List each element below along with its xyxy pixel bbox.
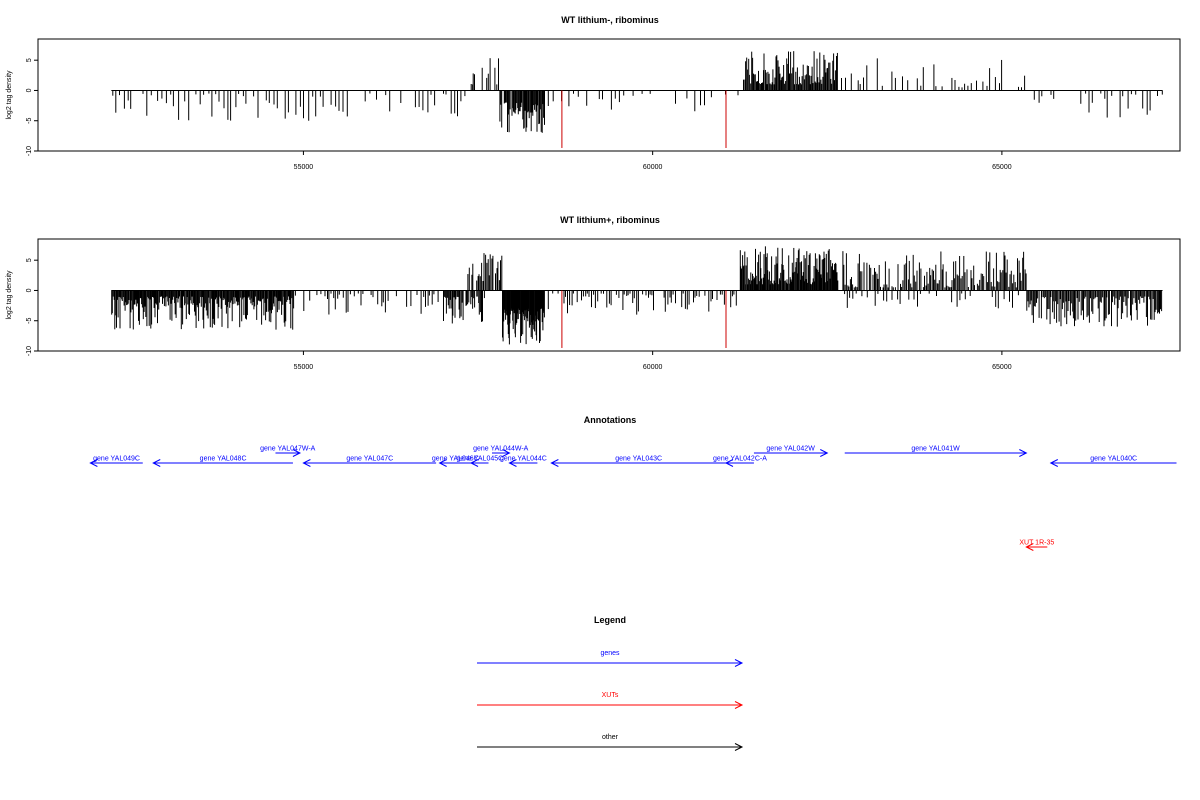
feature-gene: gene YAL044C [500,456,547,467]
feature-arrowhead [1049,459,1059,467]
feature-label: gene YAL042C-A [713,456,767,463]
legend-arrowhead [734,659,744,667]
marker-lines [561,290,727,348]
legend-item-other: other [477,734,744,751]
x-tick-label: 60000 [643,364,663,371]
feature-label: gene YAL043C [615,456,662,463]
feature-label: gene YAL048C [200,456,247,463]
annotations-title: Annotations [584,415,637,425]
annotations-track: Annotations gene YAL049C gene YAL048Cgene… [89,415,1177,551]
x-axis: 55000 60000 65000 [294,151,1012,171]
feature-arrowhead [302,459,311,467]
feature-arrowhead [1019,449,1028,457]
plot-frame [37,238,1181,352]
signal-bars [111,246,1163,345]
x-tick-label: 55000 [294,364,314,371]
feature-arrowhead [724,459,734,467]
x-tick-label: 60000 [643,164,663,171]
feature-xut: XUT 1R-35 [1019,540,1054,551]
feature-gene: gene YAL048C [152,456,293,467]
plot-frame [37,38,1181,152]
marker-lines [561,90,727,148]
feature-arrowhead [502,449,511,457]
feature-arrowhead [550,459,559,467]
panel-title: WT lithium-, ribominus [561,15,659,25]
feature-label: gene YAL044C [500,456,547,463]
feature-gene: gene YAL042C-A [713,456,767,467]
signal-bars [111,51,1163,133]
feature-label: gene YAL041W [911,446,960,453]
y-axis: -10 -5 0 5 [26,258,38,356]
feature-label: gene YAL049C [93,456,140,463]
feature-gene: gene YAL043C [550,456,726,467]
feature-arrowhead [292,449,302,457]
feature-gene: gene YAL040C [1049,456,1177,467]
legend-item-gene: genes [477,650,744,667]
y-axis: -10 -5 0 5 [26,58,38,156]
feature-gene: gene YAL042W [753,446,829,457]
feature-arrowhead [1025,543,1034,551]
y-axis-label: log2 tag density [6,70,13,120]
feature-gene: gene YAL047C [302,456,437,467]
x-tick-label: 55000 [294,164,314,171]
y-tick-label: -5 [26,318,33,324]
feature-label: gene YAL042W [766,446,815,453]
feature-gene: gene YAL044W-A [473,446,529,457]
legend-items: genes XUTs other [477,650,744,751]
y-axis-label: log2 tag density [6,270,13,320]
y-tick-label: -10 [26,346,33,356]
y-tick-label: 5 [26,58,33,62]
y-tick-label: -5 [26,118,33,124]
x-tick-label: 65000 [992,364,1012,371]
feature-label: XUT 1R-35 [1019,540,1054,547]
legend-arrowhead [734,701,744,709]
y-tick-label: 0 [26,288,33,292]
feature-arrowhead [152,459,161,467]
feature-gene: gene YAL041W [844,446,1028,457]
feature-label: gene YAL046C [432,456,479,463]
feature-arrowhead [508,459,517,467]
feature-label: gene YAL047W-A [260,446,316,453]
x-tick-label: 65000 [992,164,1012,171]
legend: Legend genes XUTs other [477,615,744,751]
legend-arrowhead [734,743,744,751]
feature-label: gene YAL044W-A [473,446,529,453]
panel-lithium-plus: WT lithium+, ribominus log2 tag density … [6,215,1181,371]
feature-gene: gene YAL045C [456,456,503,467]
feature-label: gene YAL040C [1090,456,1137,463]
feature-gene: gene YAL049C [89,456,143,467]
feature-arrowhead [469,459,479,467]
y-tick-label: 0 [26,88,33,92]
legend-label: XUTs [602,692,619,699]
legend-label: genes [600,650,620,657]
feature-label: gene YAL047C [346,456,393,463]
legend-title: Legend [594,615,626,625]
x-axis: 55000 60000 65000 [294,351,1012,371]
feature-gene: gene YAL046C [432,456,479,467]
panel-lithium-minus: WT lithium-, ribominus log2 tag density … [6,15,1181,171]
feature-gene: gene YAL047W-A [260,446,316,457]
panel-title: WT lithium+, ribominus [560,215,660,225]
feature-list: gene YAL049C gene YAL048C gene YAL047W-A ge… [89,446,1177,551]
y-tick-label: -10 [26,146,33,156]
feature-arrowhead [89,459,98,467]
feature-arrowhead [438,459,447,467]
legend-item-xut: XUTs [477,692,744,709]
feature-label: gene YAL045C [456,456,503,463]
legend-label: other [602,734,619,741]
y-tick-label: 5 [26,258,33,262]
feature-arrowhead [820,449,829,457]
